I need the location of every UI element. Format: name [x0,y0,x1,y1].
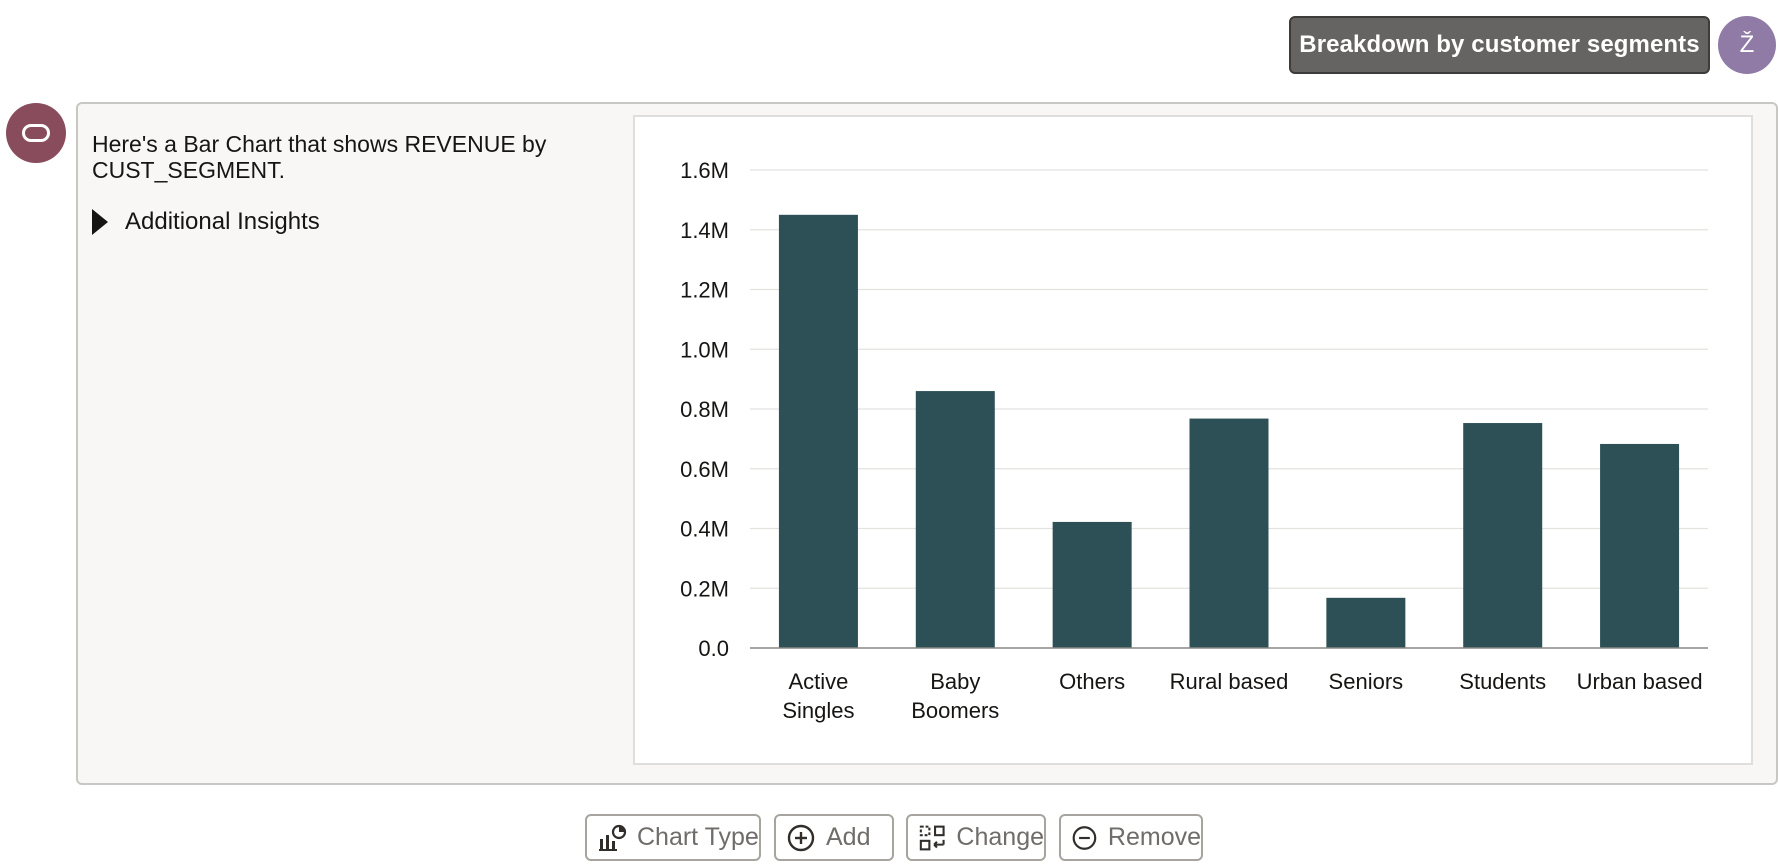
bar [1326,597,1406,648]
chart-type-button[interactable]: Chart Type [585,814,761,861]
x-tick-label: Others [1059,669,1125,694]
y-tick-label: 0.8M [680,397,729,422]
bar [1189,418,1269,648]
remove-button[interactable]: Remove [1059,814,1203,861]
y-tick-label: 1.6M [680,158,729,183]
bar [1052,521,1132,648]
bot-avatar [6,103,66,163]
y-tick-label: 1.4M [680,218,729,243]
remove-label: Remove [1107,823,1201,851]
bar [915,391,995,648]
x-tick-label: Baby [930,669,980,694]
x-tick-label: Rural based [1170,669,1289,694]
x-tick-label: Singles [782,698,854,723]
user-avatar[interactable]: Ž [1718,16,1776,74]
y-tick-label: 1.2M [680,278,729,303]
oracle-ring-icon [22,124,50,142]
chart-frame: 0.0 0.2M 0.4M 0.6M 0.8M 1.0M 1.2M 1.4M 1.6M Activ… [633,115,1753,765]
y-tick-label: 0.4M [680,517,729,542]
add-label: Add [826,823,871,851]
chart-type-icon [599,824,627,851]
bar [1600,443,1680,648]
y-tick-label: 0.6M [680,457,729,482]
bar [1463,423,1543,648]
x-tick-label: Active [788,669,848,694]
plus-circle-icon [787,824,815,851]
y-tick-label: 1.0M [680,337,729,362]
additional-insights-toggle[interactable]: Additional Insights [92,208,320,236]
change-label: Change [956,823,1044,851]
chart-type-label: Chart Type [637,823,759,851]
change-button[interactable]: Change [906,814,1046,861]
x-tick-label: Boomers [911,698,999,723]
user-message-bubble: Breakdown by customer segments [1289,16,1710,74]
additional-insights-label: Additional Insights [125,208,320,235]
y-tick-label: 0.0 [698,636,729,661]
x-tick-label: Students [1459,669,1546,694]
minus-circle-icon [1072,825,1097,850]
add-button[interactable]: Add [774,814,894,861]
response-text: Here's a Bar Chart that shows REVENUE by… [92,131,547,183]
caret-right-icon [92,209,108,235]
x-tick-label: Seniors [1329,669,1404,694]
swap-icon [919,825,945,850]
y-tick-label: 0.2M [680,576,729,601]
x-tick-label: Urban based [1577,669,1703,694]
bar-chart: 0.0 0.2M 0.4M 0.6M 0.8M 1.0M 1.2M 1.4M 1.6M Activ… [680,158,1708,723]
bar [778,214,858,648]
